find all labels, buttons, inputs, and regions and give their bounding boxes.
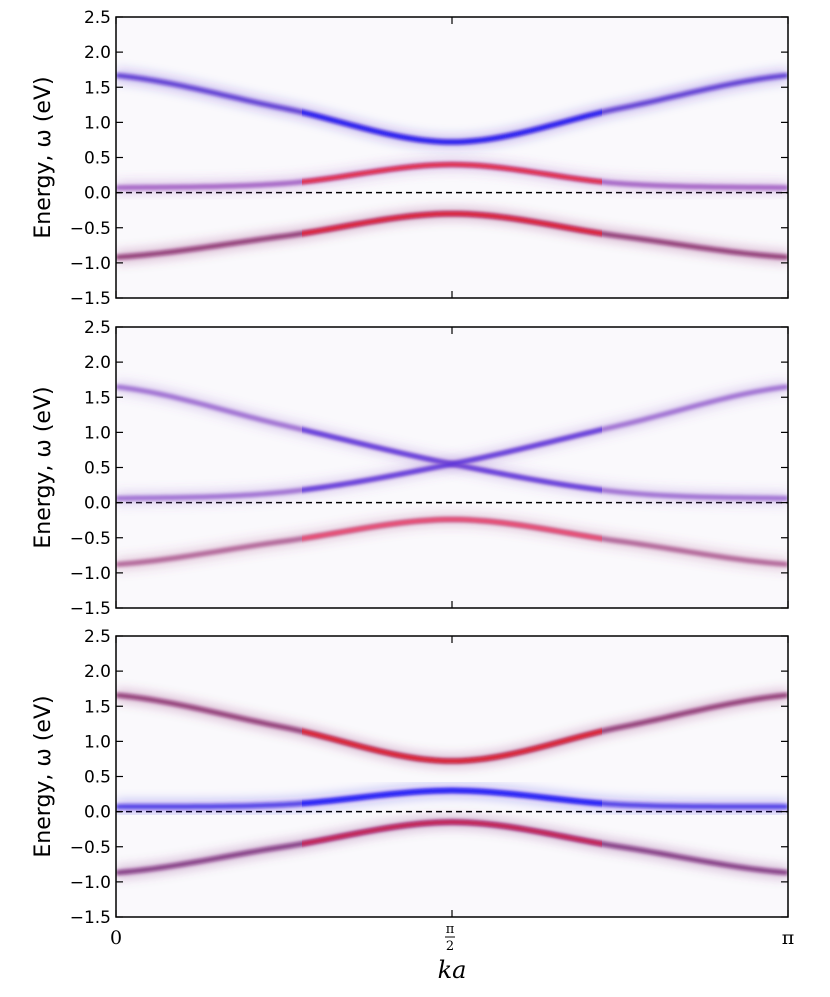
plot-content bbox=[116, 688, 788, 880]
series-upper-band bbox=[116, 688, 788, 769]
y-tick-label: 0.5 bbox=[84, 459, 111, 479]
y-tick-label: −1.0 bbox=[70, 873, 111, 893]
y-tick-label: 2.5 bbox=[84, 8, 111, 28]
x-tick-label-pi-over-2-denominator: 2 bbox=[446, 939, 454, 954]
y-tick-label: 1.5 bbox=[84, 388, 111, 408]
y-tick-label: 1.0 bbox=[84, 732, 111, 752]
y-tick-label: 2.0 bbox=[84, 353, 111, 373]
series-highlight bbox=[302, 517, 602, 541]
y-axis-title: Energy, ω (eV) bbox=[31, 695, 56, 857]
x-tick-label-pi: π bbox=[782, 927, 795, 949]
y-tick-label: 0.5 bbox=[84, 149, 111, 169]
y-tick-label: 0.0 bbox=[84, 184, 111, 204]
y-axis-title: Energy, ω (eV) bbox=[31, 76, 56, 238]
y-tick-label: −0.5 bbox=[70, 838, 111, 858]
panel-middle: 2.5 2.0 1.5 1.0 0.5 0.0 −0.5 −1.0 −1.5 Energy, ω … bbox=[31, 318, 789, 619]
y-tick-label: 2.5 bbox=[84, 318, 111, 338]
y-tick-label: −1.0 bbox=[70, 254, 111, 274]
y-tick-label: 1.0 bbox=[84, 423, 111, 443]
series-lower-band bbox=[116, 815, 788, 880]
series-lower-band bbox=[116, 206, 788, 265]
y-tick-label: 2.0 bbox=[84, 662, 111, 682]
y-tick-label: 2.5 bbox=[84, 627, 111, 647]
y-tick-label: 0.0 bbox=[84, 803, 111, 823]
y-tick-label: −0.5 bbox=[70, 529, 111, 549]
series-ascending-band bbox=[116, 379, 788, 506]
plot-content bbox=[116, 379, 788, 572]
y-tick-label: −1.5 bbox=[70, 289, 111, 309]
series-highlight bbox=[302, 820, 602, 846]
plot-area bbox=[116, 636, 788, 917]
y-tick-label: −1.5 bbox=[70, 599, 111, 619]
series-highlight bbox=[302, 162, 602, 184]
plot-area bbox=[116, 17, 788, 298]
plot-content bbox=[116, 68, 788, 265]
y-axis-title: Energy, ω (eV) bbox=[31, 386, 56, 548]
series-lower-band bbox=[116, 512, 788, 572]
y-tick-label: −1.0 bbox=[70, 564, 111, 584]
panel-bottom: 2.5 2.0 1.5 1.0 0.5 0.0 −0.5 −1.0 −1.5 Energy, ω … bbox=[31, 627, 789, 928]
x-axis-labels: 0 π 2 π ka bbox=[110, 922, 794, 984]
x-tick-label-pi-over-2-numerator: π bbox=[446, 922, 455, 937]
y-tick-label: 0.5 bbox=[84, 768, 111, 788]
y-tick-label: 1.5 bbox=[84, 697, 111, 717]
series-highlight bbox=[302, 427, 602, 492]
series-highlight bbox=[302, 211, 602, 236]
y-tick-label: 0.0 bbox=[84, 494, 111, 514]
y-tick-label: 1.0 bbox=[84, 113, 111, 133]
y-tick-label: −1.5 bbox=[70, 908, 111, 928]
y-tick-label: −0.5 bbox=[70, 219, 111, 239]
series-highlight bbox=[302, 110, 602, 144]
y-tick-label: 2.0 bbox=[84, 43, 111, 63]
series-highlight bbox=[302, 729, 602, 763]
series-middle-band bbox=[116, 157, 788, 195]
x-tick-label-pi-over-2: π 2 bbox=[445, 922, 455, 954]
series-highlight bbox=[302, 788, 602, 806]
y-tick-label: 1.5 bbox=[84, 78, 111, 98]
series-middle-band bbox=[116, 783, 788, 814]
x-tick-label-0: 0 bbox=[110, 927, 122, 949]
panel-top: 2.5 2.0 1.5 1.0 0.5 0.0 −0.5 −1.0 −1.5 Energy, ω … bbox=[31, 8, 789, 309]
series-upper-band bbox=[116, 68, 788, 150]
x-axis-title: ka bbox=[438, 956, 467, 984]
